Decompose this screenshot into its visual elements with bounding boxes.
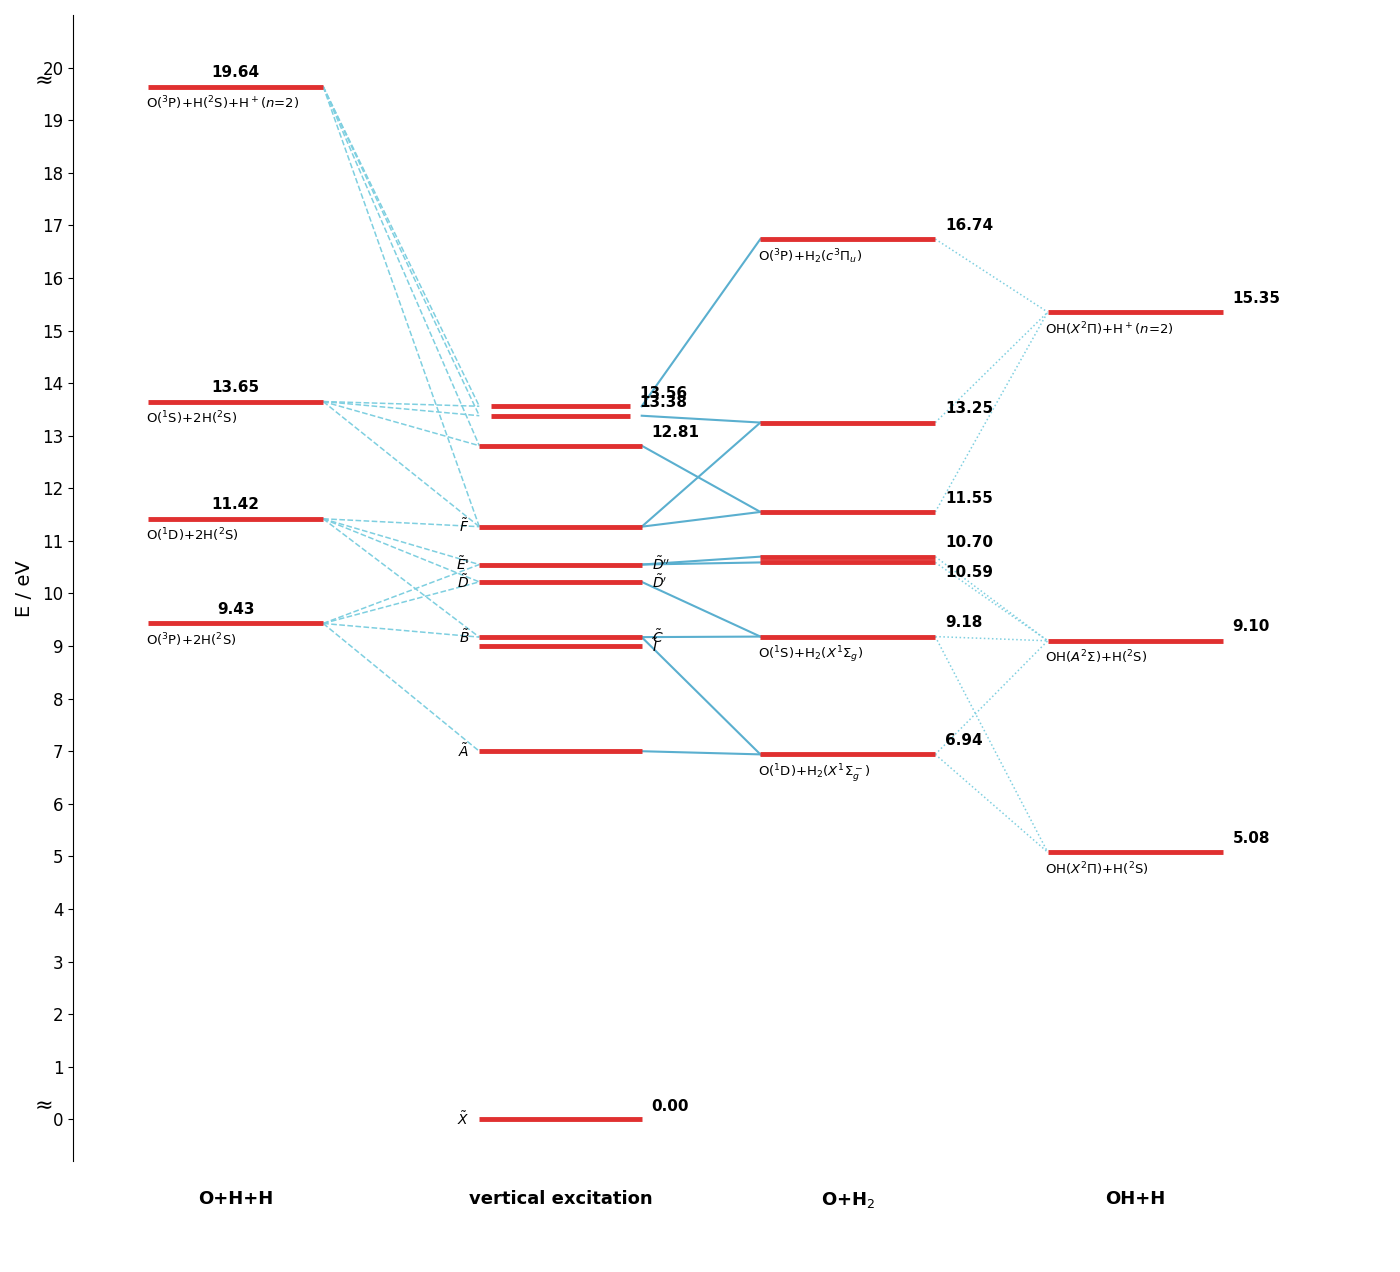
Text: 12.81: 12.81 [652, 425, 700, 440]
Text: O($^1$S)+H$_2$($X^1\Sigma_g$): O($^1$S)+H$_2$($X^1\Sigma_g$) [757, 645, 862, 665]
Text: $\tilde{D}'$: $\tilde{D}'$ [652, 574, 666, 590]
Text: OH($A^2\Sigma$)+H($^2$S): OH($A^2\Sigma$)+H($^2$S) [1046, 649, 1148, 667]
Text: ≈: ≈ [35, 1096, 53, 1117]
Text: 13.38: 13.38 [640, 396, 687, 411]
Text: O+H+H: O+H+H [197, 1191, 273, 1208]
Text: 11.55: 11.55 [945, 491, 993, 506]
Text: 5.08: 5.08 [1232, 831, 1270, 846]
Text: O($^3$P)+H$_2$($c^3\Pi_u$): O($^3$P)+H$_2$($c^3\Pi_u$) [757, 247, 862, 266]
Text: 0.00: 0.00 [652, 1099, 689, 1114]
Y-axis label: E / eV: E / eV [15, 560, 34, 617]
Text: $\tilde{D}''$: $\tilde{D}''$ [652, 556, 669, 574]
Text: 13.56: 13.56 [640, 385, 687, 401]
Text: $\tilde{B}$: $\tilde{B}$ [459, 628, 469, 646]
Text: 11.42: 11.42 [211, 497, 260, 511]
Text: O($^3$P)+2H($^2$S): O($^3$P)+2H($^2$S) [146, 631, 237, 649]
Text: OH+H: OH+H [1105, 1191, 1165, 1208]
Text: $\tilde{C}$: $\tilde{C}$ [652, 628, 664, 646]
Text: O($^3$P)+H($^2$S)+H$^+$($n$=2): O($^3$P)+H($^2$S)+H$^+$($n$=2) [146, 94, 300, 112]
Text: OH($X^2\Pi$)+H($^2$S): OH($X^2\Pi$)+H($^2$S) [1046, 860, 1149, 878]
Text: 19.64: 19.64 [211, 65, 260, 80]
Text: 6.94: 6.94 [945, 733, 983, 748]
Text: ≈: ≈ [35, 71, 53, 90]
Text: 10.70: 10.70 [945, 536, 993, 551]
Text: $\tilde{I}$: $\tilde{I}$ [652, 637, 658, 655]
Text: vertical excitation: vertical excitation [469, 1191, 652, 1208]
Text: O+H$_2$: O+H$_2$ [820, 1191, 875, 1211]
Text: 15.35: 15.35 [1232, 291, 1281, 305]
Text: 10.59: 10.59 [945, 565, 993, 580]
Text: 16.74: 16.74 [945, 218, 994, 233]
Text: 9.18: 9.18 [945, 616, 983, 630]
Text: 13.65: 13.65 [211, 379, 260, 394]
Text: $\tilde{A}$: $\tilde{A}$ [458, 743, 469, 761]
Text: 9.43: 9.43 [217, 602, 255, 617]
Text: 9.10: 9.10 [1232, 619, 1270, 635]
Text: 13.25: 13.25 [945, 401, 994, 416]
Text: $\tilde{F}$: $\tilde{F}$ [459, 518, 469, 536]
Text: $\tilde{X}$: $\tilde{X}$ [456, 1110, 469, 1128]
Text: O($^1$D)+2H($^2$S): O($^1$D)+2H($^2$S) [146, 527, 238, 544]
Text: $\tilde{D}$: $\tilde{D}$ [458, 574, 469, 590]
Text: O($^1$D)+H$_2$($X^1\Sigma_g^-$): O($^1$D)+H$_2$($X^1\Sigma_g^-$) [757, 762, 871, 785]
Text: OH($X^2\Pi$)+H$^+$($n$=2): OH($X^2\Pi$)+H$^+$($n$=2) [1046, 321, 1175, 337]
Text: O($^1$S)+2H($^2$S): O($^1$S)+2H($^2$S) [146, 410, 237, 427]
Text: $\tilde{E}$': $\tilde{E}$' [456, 556, 469, 574]
